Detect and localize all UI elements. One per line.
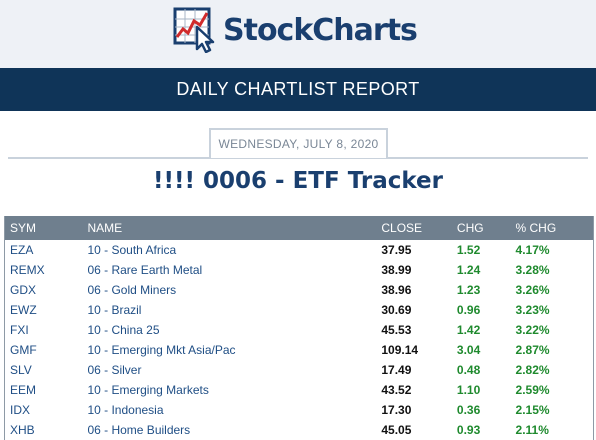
site-header: StockCharts xyxy=(0,0,596,68)
table-row[interactable]: GMF 10 - Emerging Mkt Asia/Pac 109.14 3.… xyxy=(5,340,593,360)
symbol-link[interactable]: GMF xyxy=(10,343,37,357)
price-change: 1.52 xyxy=(456,243,481,257)
symbol-link[interactable]: EEM xyxy=(10,383,37,397)
percent-change: 3.26% xyxy=(515,283,550,297)
column-header-pct-chg: % CHG xyxy=(515,221,557,235)
percent-change: 2.59% xyxy=(515,383,550,397)
symbol-link[interactable]: EZA xyxy=(10,243,34,257)
symbol-link[interactable]: REMX xyxy=(10,263,45,277)
symbol-link[interactable]: IDX xyxy=(10,403,31,417)
close-price: 38.99 xyxy=(381,263,412,277)
close-price: 17.30 xyxy=(381,403,412,417)
stockcharts-logo[interactable]: StockCharts xyxy=(173,6,418,54)
close-price: 43.52 xyxy=(381,383,412,397)
price-change: 1.23 xyxy=(456,283,481,297)
price-change: 0.36 xyxy=(456,403,481,417)
column-header-name: NAME xyxy=(87,221,123,235)
table-row[interactable]: GDX 06 - Gold Miners 38.96 1.23 3.26% xyxy=(5,280,593,300)
symbol-link[interactable]: EWZ xyxy=(10,303,37,317)
symbol-link[interactable]: SLV xyxy=(10,363,32,377)
close-price: 109.14 xyxy=(381,343,419,357)
price-change: 0.96 xyxy=(456,303,481,317)
etf-name[interactable]: 06 - Rare Earth Metal xyxy=(87,263,203,277)
etf-name[interactable]: 06 - Silver xyxy=(87,363,142,377)
banner-title: DAILY CHARTLIST REPORT xyxy=(176,79,420,99)
chartlist-table: SYM NAME CLOSE CHG % CHG EZA 10 - South … xyxy=(5,216,593,440)
etf-name[interactable]: 10 - Emerging Mkt Asia/Pac xyxy=(87,343,236,357)
etf-name[interactable]: 10 - China 25 xyxy=(87,323,160,337)
percent-change: 3.23% xyxy=(515,303,550,317)
table-row[interactable]: XHB 06 - Home Builders 45.05 0.93 2.11% xyxy=(5,420,593,440)
date-divider xyxy=(8,157,588,159)
chartlist-title: !!!! 0006 - ETF Tracker xyxy=(153,168,443,194)
percent-change: 4.17% xyxy=(515,243,550,257)
table-row[interactable]: IDX 10 - Indonesia 17.30 0.36 2.15% xyxy=(5,400,593,420)
report-date: WEDNESDAY, JULY 8, 2020 xyxy=(209,128,388,158)
etf-name[interactable]: 10 - Emerging Markets xyxy=(87,383,209,397)
table-row[interactable]: SLV 06 - Silver 17.49 0.48 2.82% xyxy=(5,360,593,380)
etf-name[interactable]: 10 - South Africa xyxy=(87,243,177,257)
price-change: 0.93 xyxy=(456,423,481,437)
percent-change: 3.22% xyxy=(515,323,550,337)
column-header-sym: SYM xyxy=(10,221,37,235)
percent-change: 2.15% xyxy=(515,403,550,417)
close-price: 45.53 xyxy=(381,323,412,337)
table-row[interactable]: EEM 10 - Emerging Markets 43.52 1.10 2.5… xyxy=(5,380,593,400)
chart-cursor-logo-icon xyxy=(173,7,215,53)
report-banner: DAILY CHARTLIST REPORT xyxy=(0,68,596,111)
symbol-link[interactable]: GDX xyxy=(10,283,37,297)
price-change: 3.04 xyxy=(456,343,481,357)
table-row[interactable]: EZA 10 - South Africa 37.95 1.52 4.17% xyxy=(5,240,593,260)
close-price: 30.69 xyxy=(381,303,412,317)
chartlist-table-container: SYM NAME CLOSE CHG % CHG EZA 10 - South … xyxy=(4,216,594,440)
report-date-text: WEDNESDAY, JULY 8, 2020 xyxy=(218,137,379,151)
table-header-row: SYM NAME CLOSE CHG % CHG xyxy=(5,216,593,240)
close-price: 45.05 xyxy=(381,423,412,437)
price-change: 1.24 xyxy=(456,263,481,277)
price-change: 1.42 xyxy=(456,323,481,337)
close-price: 37.95 xyxy=(381,243,412,257)
table-row[interactable]: EWZ 10 - Brazil 30.69 0.96 3.23% xyxy=(5,300,593,320)
etf-name[interactable]: 10 - Indonesia xyxy=(87,403,164,417)
close-price: 38.96 xyxy=(381,283,412,297)
percent-change: 3.28% xyxy=(515,263,550,277)
symbol-link[interactable]: XHB xyxy=(10,423,35,437)
percent-change: 2.87% xyxy=(515,343,550,357)
price-change: 1.10 xyxy=(456,383,481,397)
percent-change: 2.11% xyxy=(515,423,549,437)
price-change: 0.48 xyxy=(456,363,481,377)
etf-name[interactable]: 10 - Brazil xyxy=(87,303,142,317)
column-header-chg: CHG xyxy=(456,221,484,235)
brand-name: StockCharts xyxy=(223,12,418,48)
symbol-link[interactable]: FXI xyxy=(10,323,29,337)
etf-name[interactable]: 06 - Gold Miners xyxy=(87,283,177,297)
close-price: 17.49 xyxy=(381,363,412,377)
percent-change: 2.82% xyxy=(515,363,550,377)
column-header-close: CLOSE xyxy=(381,221,423,235)
etf-name[interactable]: 06 - Home Builders xyxy=(87,423,191,437)
table-row[interactable]: FXI 10 - China 25 45.53 1.42 3.22% xyxy=(5,320,593,340)
table-row[interactable]: REMX 06 - Rare Earth Metal 38.99 1.24 3.… xyxy=(5,260,593,280)
